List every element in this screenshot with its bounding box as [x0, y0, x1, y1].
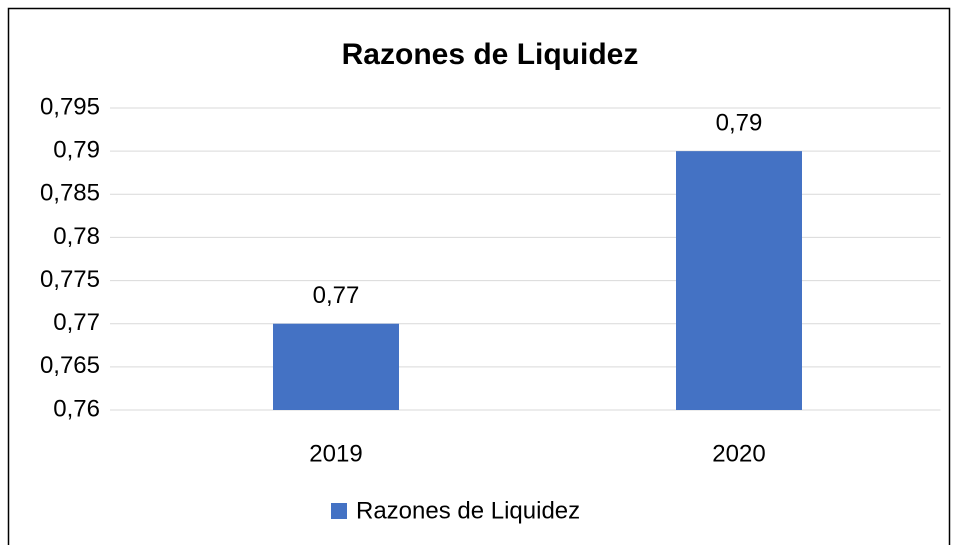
chart-border — [7, 7, 951, 545]
y-tick-label: 0,765 — [40, 352, 100, 379]
chart-title: Razones de Liquidez — [342, 38, 639, 71]
y-tick-label: 0,78 — [53, 223, 100, 250]
bar — [676, 151, 802, 410]
y-tick-label: 0,775 — [40, 266, 100, 293]
bar — [273, 323, 399, 410]
y-tick-label: 0,795 — [40, 93, 100, 120]
data-label: 0,79 — [716, 109, 763, 136]
data-label: 0,77 — [313, 282, 360, 309]
x-tick-label: 2020 — [712, 440, 765, 467]
x-tick-label: 2019 — [309, 440, 362, 467]
y-tick-label: 0,79 — [53, 136, 100, 163]
legend-label: Razones de Liquidez — [356, 497, 580, 524]
legend-swatch — [331, 503, 347, 519]
y-tick-label: 0,77 — [53, 309, 100, 336]
y-tick-label: 0,76 — [53, 395, 100, 422]
y-tick-label: 0,785 — [40, 180, 100, 207]
